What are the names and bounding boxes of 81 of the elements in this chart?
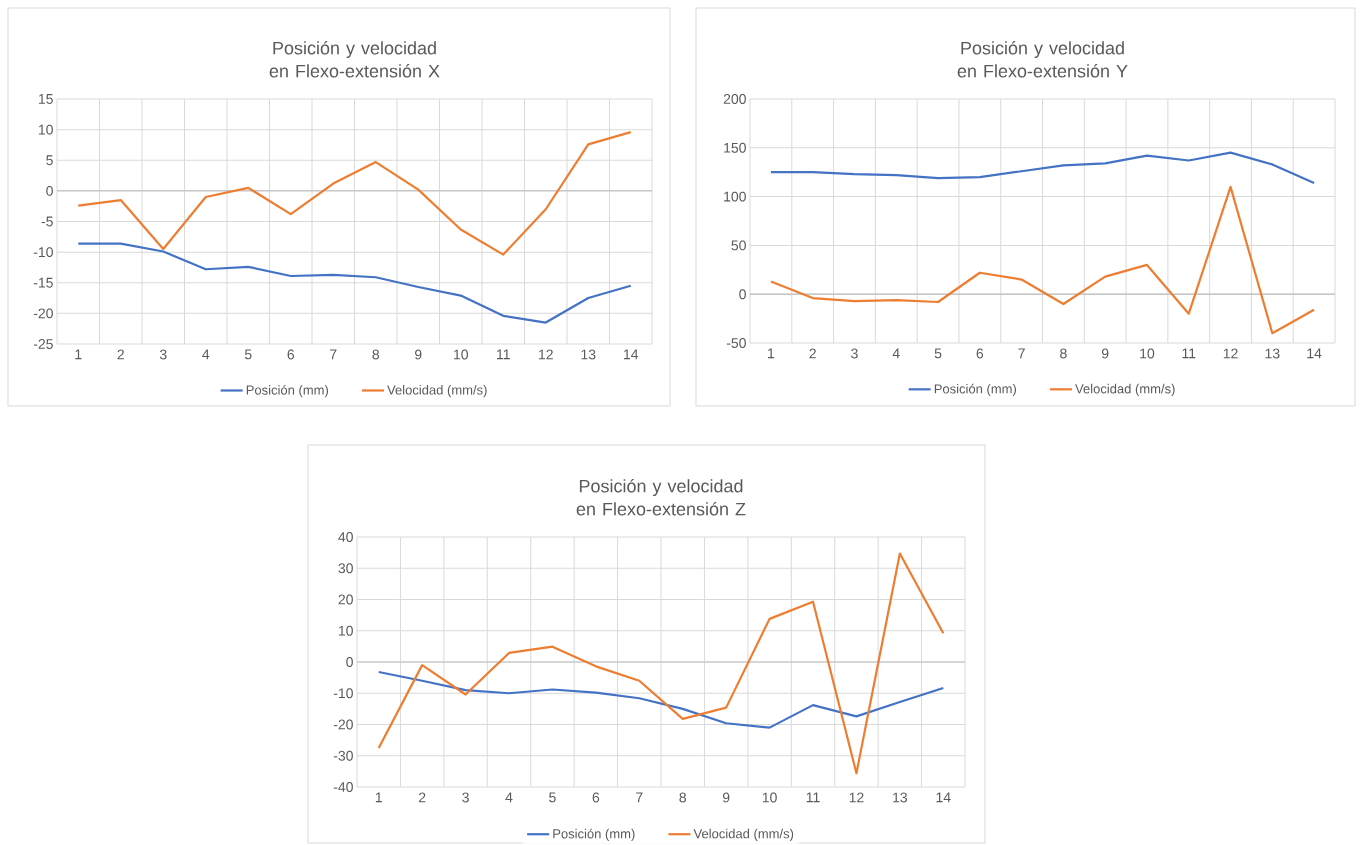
- x-tick-label: 13: [893, 792, 908, 803]
- legend-label: Posición (mm): [553, 828, 635, 841]
- x-tick-label: 8: [1060, 348, 1067, 359]
- x-tick-label: 6: [592, 792, 600, 803]
- line-series: [377, 670, 945, 729]
- y-tick-label: 0: [739, 289, 746, 300]
- x-tick-label: 7: [330, 349, 337, 360]
- x-tick-label: 1: [375, 792, 382, 803]
- legend-label: Velocidad (mm/s): [693, 828, 794, 841]
- y-tick-label: -10: [333, 688, 353, 699]
- x-tick-label: 6: [287, 349, 295, 360]
- legend-label: Posición (mm): [246, 384, 329, 398]
- x-tick-label: 10: [454, 349, 468, 360]
- y-tick-label: 30: [338, 563, 353, 574]
- x-tick-label: 14: [624, 349, 639, 360]
- x-tick-label: 7: [636, 792, 643, 803]
- y-tick-label: -20: [333, 719, 353, 730]
- y-tick-label: 40: [338, 532, 353, 542]
- x-tick-label: 11: [497, 349, 510, 360]
- y-tick-label: 100: [724, 191, 746, 202]
- y-tick-label: 50: [731, 240, 746, 251]
- x-tick-label: 9: [1101, 348, 1109, 359]
- x-tick-label: 3: [851, 348, 858, 359]
- x-tick-label: 1: [75, 349, 82, 360]
- x-tick-label: 8: [372, 349, 380, 360]
- x-tick-label: 13: [581, 349, 596, 360]
- y-tick-label: -50: [726, 338, 746, 348]
- x-tick-label: 9: [722, 792, 730, 803]
- y-tick-label: 5: [46, 155, 53, 166]
- legend-label: Velocidad (mm/s): [1075, 383, 1175, 396]
- x-tick-label: 14: [1307, 348, 1322, 359]
- x-tick-label: 10: [1140, 348, 1155, 359]
- chart-title: Posición y velocidad en Flexo-extensión X: [269, 41, 440, 78]
- y-tick-label: -15: [33, 277, 53, 288]
- y-tick-label: 10: [338, 625, 353, 636]
- y-tick-label: 0: [346, 657, 353, 667]
- y-tick-label: -20: [33, 308, 53, 319]
- y-tick-label: 20: [338, 594, 353, 605]
- x-tick-label: 3: [159, 349, 167, 360]
- y-tick-label: -10: [33, 247, 53, 258]
- line-series: [77, 130, 632, 256]
- x-tick-label: 6: [976, 348, 984, 359]
- x-tick-label: 1: [768, 348, 775, 359]
- y-tick-label: -25: [33, 339, 53, 349]
- x-tick-label: 3: [462, 792, 469, 803]
- line-series: [77, 242, 632, 324]
- x-tick-label: 4: [505, 792, 513, 803]
- chart-title: Posición y velocidad en Flexo-extensión Y: [957, 41, 1128, 78]
- line-series: [769, 151, 1316, 185]
- x-tick-label: 2: [809, 348, 816, 359]
- x-tick-label: 13: [1265, 348, 1280, 359]
- line-series: [377, 552, 945, 775]
- x-tick-label: 12: [1223, 348, 1238, 359]
- x-tick-label: 10: [762, 792, 777, 803]
- x-tick-label: 9: [415, 349, 422, 360]
- x-tick-label: 11: [806, 792, 820, 803]
- x-tick-label: 12: [539, 349, 553, 360]
- x-tick-label: 8: [679, 792, 687, 803]
- x-tick-label: 5: [244, 349, 252, 360]
- x-tick-label: 4: [892, 348, 900, 359]
- x-tick-label: 12: [849, 792, 864, 803]
- line-series: [769, 185, 1316, 335]
- y-tick-label: -30: [333, 750, 353, 761]
- x-tick-label: 4: [202, 349, 210, 360]
- x-tick-label: 2: [418, 792, 426, 803]
- y-tick-label: -5: [41, 216, 53, 227]
- y-tick-label: 150: [724, 142, 746, 153]
- x-tick-label: 2: [117, 349, 124, 360]
- y-tick-label: -40: [333, 782, 353, 792]
- x-tick-label: 5: [934, 348, 942, 359]
- y-tick-label: 0: [46, 185, 53, 196]
- legend-label: Posición (mm): [934, 383, 1017, 397]
- y-tick-label: 15: [38, 94, 53, 104]
- legend-label: Velocidad (mm/s): [387, 385, 487, 398]
- x-tick-label: 5: [549, 792, 556, 803]
- x-tick-label: 7: [1018, 348, 1025, 359]
- y-tick-label: 10: [38, 124, 53, 135]
- y-tick-label: 200: [723, 94, 746, 104]
- chart-title: Posición y velocidad en Flexo-extensión Z: [576, 479, 746, 516]
- x-tick-label: 11: [1182, 348, 1196, 359]
- x-tick-label: 14: [936, 792, 951, 803]
